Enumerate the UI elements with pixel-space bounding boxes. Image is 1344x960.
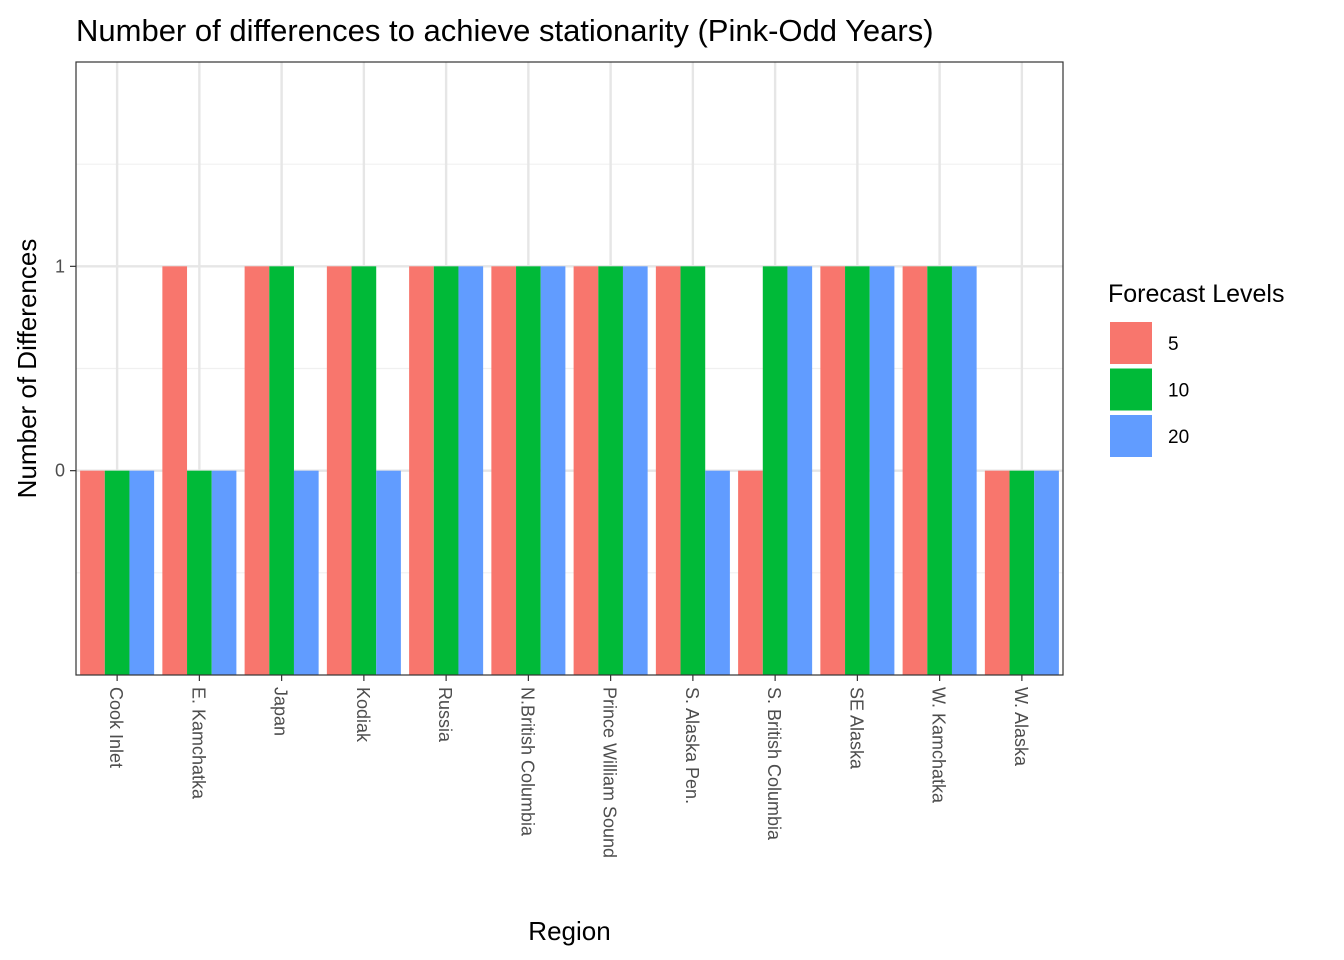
bar-5-e-kamchatka	[162, 266, 188, 675]
x-tick-label: SE Alaska	[846, 687, 866, 770]
legend: Forecast Levels 5 10 20	[1108, 280, 1284, 457]
bar-10-kodiak	[351, 266, 377, 675]
x-tick-label: S. Alaska Pen.	[682, 687, 702, 804]
bar-10-s-alaska-pen	[680, 266, 706, 675]
x-axis-title: Region	[528, 916, 610, 946]
bar-5-s-british-columbia	[738, 470, 763, 675]
legend-key-10	[1110, 368, 1152, 411]
bar-20-w-alaska	[1034, 470, 1059, 675]
bar-5-kodiak	[326, 266, 352, 675]
bar-20-n-british-columbia	[540, 266, 566, 675]
x-tick-label: Cook Inlet	[106, 687, 126, 768]
bar-10-w-alaska	[1009, 470, 1035, 675]
bar-10-n-british-columbia	[516, 266, 541, 675]
x-tick-label: Japan	[271, 687, 291, 736]
x-axis: Cook Inlet E. Kamchatka Japan Kodiak Russia N…	[106, 675, 1031, 858]
y-tick-label: 1	[55, 256, 65, 276]
bar-10-prince-william-sound	[598, 266, 623, 675]
bar-20-kodiak	[376, 470, 401, 675]
y-axis-title: Number of Differences	[12, 239, 42, 499]
x-tick-label: E. Kamchatka	[188, 687, 208, 800]
chart-title: Number of differences to achieve station…	[76, 13, 934, 48]
bar-5-w-kamchatka	[902, 266, 928, 675]
bar-5-se-alaska	[820, 266, 846, 675]
legend-label-20: 20	[1168, 427, 1189, 448]
bar-5-s-alaska-pen	[655, 266, 681, 675]
bar-10-japan	[269, 266, 294, 675]
bar-10-e-kamchatka	[187, 470, 212, 675]
bar-5-japan	[244, 266, 270, 675]
bar-10-se-alaska	[845, 266, 870, 675]
bar-20-s-alaska-pen	[705, 470, 730, 675]
legend-label-5: 5	[1168, 334, 1179, 355]
x-tick-label: N.British Columbia	[517, 687, 537, 837]
panel-border	[75, 61, 1064, 676]
bar-5-cook-inlet	[80, 470, 105, 675]
legend-label-10: 10	[1168, 381, 1189, 402]
x-tick-label: Russia	[435, 687, 455, 743]
legend-title: Forecast Levels	[1108, 280, 1284, 308]
bar-5-w-alaska	[984, 470, 1010, 675]
bar-10-w-kamchatka	[927, 266, 952, 675]
bar-20-prince-william-sound	[622, 266, 648, 675]
y-axis: 01	[55, 256, 76, 481]
bar-5-prince-william-sound	[573, 266, 599, 675]
bar-5-n-british-columbia	[491, 266, 517, 675]
bar-5-russia	[409, 266, 434, 675]
x-tick-label: W. Alaska	[1011, 687, 1031, 767]
bar-10-cook-inlet	[104, 470, 130, 675]
legend-key-20	[1110, 415, 1152, 457]
bar-20-w-kamchatka	[951, 266, 977, 675]
bar-20-cook-inlet	[129, 470, 155, 675]
x-tick-label: S. British Columbia	[764, 687, 784, 841]
bar-20-s-british-columbia	[787, 266, 813, 675]
x-tick-label: Kodiak	[353, 687, 373, 743]
bar-10-russia	[433, 266, 459, 675]
y-tick-label: 0	[55, 461, 65, 481]
legend-key-5	[1110, 322, 1152, 364]
bar-20-e-kamchatka	[211, 470, 237, 675]
bar-20-japan	[293, 470, 319, 675]
bar-20-se-alaska	[869, 266, 895, 675]
x-tick-label: Prince William Sound	[600, 687, 620, 858]
bar-10-s-british-columbia	[762, 266, 788, 675]
bars-layer	[80, 266, 1059, 675]
x-tick-label: W. Kamchatka	[929, 687, 949, 804]
bar-20-russia	[458, 266, 484, 675]
